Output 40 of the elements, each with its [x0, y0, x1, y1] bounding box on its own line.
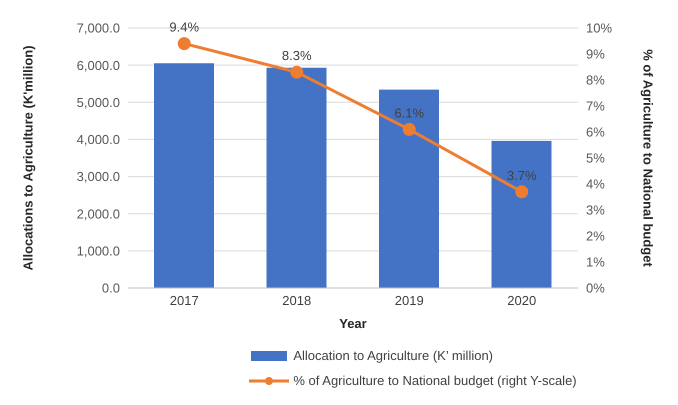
data-label: 3.7%	[506, 168, 537, 183]
y2-tick-label: 10%	[586, 20, 612, 36]
y2-tick-label: 6%	[586, 124, 606, 140]
y-tick-label: 3,000.0	[76, 169, 120, 184]
x-tick-label: 2018	[282, 293, 312, 308]
y2-tick-label: 3%	[586, 202, 606, 218]
data-label: 6.1%	[394, 105, 424, 120]
y-tick-label: 5,000.0	[76, 94, 120, 110]
y-tick-label: 0.0	[102, 280, 120, 296]
y2-tick-label: 7%	[586, 98, 606, 114]
data-label: 8.3%	[282, 48, 312, 64]
bar	[266, 68, 326, 288]
point	[178, 37, 191, 50]
point	[402, 122, 416, 136]
y2-axis-title: % of Agriculture to National budget	[640, 49, 656, 268]
y2-tick-label: 5%	[586, 150, 606, 166]
legend-label: Allocation to Agriculture (K’ million)	[293, 348, 494, 363]
y2-tick-label: 0%	[586, 280, 606, 296]
y-tick-label: 6,000.0	[76, 58, 120, 73]
y-tick-label: 4,000.0	[76, 132, 120, 148]
bar	[492, 140, 552, 288]
x-tick-label: 2020	[507, 293, 536, 308]
y2-tick-label: 2%	[586, 228, 606, 244]
point	[290, 66, 304, 79]
y2-tick-label: 8%	[586, 72, 606, 88]
point	[515, 185, 528, 198]
x-tick-label: 2017	[170, 293, 199, 308]
y2-tick-label: 9%	[586, 46, 606, 62]
y-tick-label: 2,000.0	[76, 206, 120, 222]
y2-tick-label: 4%	[586, 176, 606, 192]
x-tick-label: 2019	[394, 293, 424, 308]
y-axis-title: Allocations to Agriculture (K'million)	[20, 45, 36, 271]
y-tick-label: 1,000.0	[76, 243, 120, 258]
x-axis-title: Year	[339, 316, 367, 331]
bar	[379, 90, 439, 288]
y2-tick-label: 1%	[586, 254, 606, 270]
bar	[154, 63, 214, 288]
legend-label: % of Agriculture to National budget (right Y-scale)	[293, 373, 577, 388]
data-label: 9.4%	[169, 20, 200, 35]
y-tick-label: 7,000.0	[76, 20, 120, 36]
